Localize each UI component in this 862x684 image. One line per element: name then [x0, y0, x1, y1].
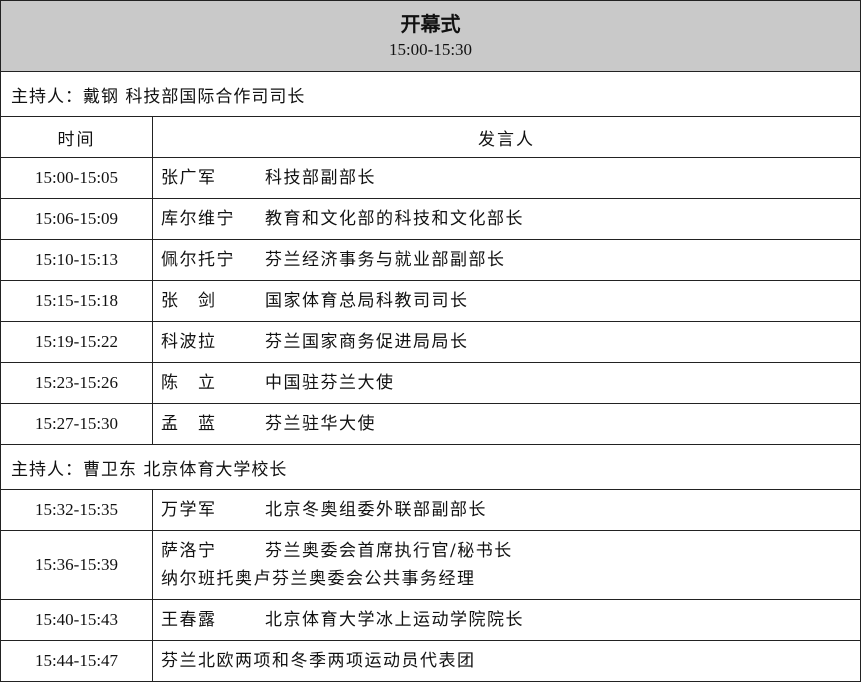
speaker-name: 孟 蓝	[161, 414, 217, 434]
speaker-title: 北京冬奥组委外联部副部长	[265, 500, 487, 520]
time: 15:19-15:22	[0, 321, 153, 363]
speaker-title: 芬兰经济事务与就业部副部长	[265, 250, 506, 270]
speaker-title: 北京体育大学冰上运动学院院长	[265, 610, 524, 630]
time: 15:32-15:35	[0, 489, 153, 531]
host-row: 主持人：戴钢 科技部国际合作司司长	[0, 71, 861, 117]
schedule-row: 15:44-15:47 芬兰北欧两项和冬季两项运动员代表团	[0, 640, 861, 682]
column-header: 发言人	[152, 116, 861, 158]
schedule-row: 15:40-15:43 王春露 北京体育大学冰上运动学院院长	[0, 599, 861, 641]
time: 15:44-15:47	[0, 640, 153, 682]
speakers: 科波拉 芬兰国家商务促进局局长	[152, 321, 861, 363]
time: 15:15-15:18	[0, 280, 153, 322]
header-row: 开幕式 15:00-15:30	[0, 0, 861, 72]
speakers: 库尔维宁 教育和文化部的科技和文化部长	[152, 198, 861, 240]
speaker: 萨洛宁 芬兰奥委会首席执行官/秘书长	[161, 537, 860, 565]
time: 15:10-15:13	[0, 239, 153, 281]
speaker: 万学军 北京冬奥组委外联部副部长	[161, 496, 860, 524]
schedule-row: 15:19-15:22 科波拉 芬兰国家商务促进局局长	[0, 321, 861, 363]
host: 主持人：戴钢 科技部国际合作司司长	[0, 71, 861, 117]
column-header: 时间	[0, 116, 153, 158]
speaker-title: 中国驻芬兰大使	[265, 373, 395, 393]
speakers: 陈 立 中国驻芬兰大使	[152, 362, 861, 404]
schedule-row: 15:06-15:09 库尔维宁 教育和文化部的科技和文化部长	[0, 198, 861, 240]
speaker-name: 张 剑	[161, 291, 217, 311]
schedule-row: 15:15-15:18 张 剑 国家体育总局科教司司长	[0, 280, 861, 322]
speaker-title: 芬兰国家商务促进局局长	[265, 332, 469, 352]
subtitle-time: 15:00-15:30	[388, 40, 473, 59]
schedule-row: 15:00-15:05 张广军 科技部副部长	[0, 157, 861, 199]
schedule-row: 15:27-15:30 孟 蓝 芬兰驻华大使	[0, 403, 861, 445]
speakers: 王春露 北京体育大学冰上运动学院院长	[152, 599, 861, 641]
speakers: 芬兰北欧两项和冬季两项运动员代表团	[152, 640, 861, 682]
schedule-row: 15:36-15:39 萨洛宁 芬兰奥委会首席执行官/秘书长纳尔班托奥卢芬兰奥委会公…	[0, 530, 861, 600]
speakers: 张 剑 国家体育总局科教司司长	[152, 280, 861, 322]
speakers: 孟 蓝 芬兰驻华大使	[152, 403, 861, 445]
speaker-title: 芬兰奥委会公共事务经理	[272, 569, 476, 589]
speakers: 万学军 北京冬奥组委外联部副部长	[152, 489, 861, 531]
speaker: 孟 蓝 芬兰驻华大使	[161, 410, 860, 438]
speaker-name: 王春露	[161, 610, 217, 630]
speaker: 王春露 北京体育大学冰上运动学院院长	[161, 606, 860, 634]
time: 15:00-15:05	[0, 157, 153, 199]
speaker: 佩尔托宁 芬兰经济事务与就业部副部长	[161, 246, 860, 274]
speaker: 芬兰北欧两项和冬季两项运动员代表团	[161, 647, 860, 675]
schedule-row: 15:32-15:35 万学军 北京冬奥组委外联部副部长	[0, 489, 861, 531]
time: 15:27-15:30	[0, 403, 153, 445]
header-cell: 开幕式 15:00-15:30	[0, 0, 861, 72]
time: 15:40-15:43	[0, 599, 153, 641]
speaker-name: 陈 立	[161, 373, 217, 393]
speaker-title: 芬兰奥委会首席执行官/秘书长	[265, 541, 513, 561]
speaker-title: 科技部副部长	[265, 168, 376, 188]
speaker-name: 库尔维宁	[161, 209, 235, 229]
host-row: 主持人：曹卫东 北京体育大学校长	[0, 444, 861, 490]
schedule-row: 15:23-15:26 陈 立 中国驻芬兰大使	[0, 362, 861, 404]
speaker: 纳尔班托奥卢芬兰奥委会公共事务经理	[161, 565, 860, 593]
speaker-name: 佩尔托宁	[161, 250, 235, 270]
speaker-title: 国家体育总局科教司司长	[265, 291, 469, 311]
speaker: 张广军 科技部副部长	[161, 164, 860, 192]
speaker-name: 科波拉	[161, 332, 217, 352]
speaker: 科波拉 芬兰国家商务促进局局长	[161, 328, 860, 356]
speaker-title: 教育和文化部的科技和文化部长	[265, 209, 524, 229]
speakers: 萨洛宁 芬兰奥委会首席执行官/秘书长纳尔班托奥卢芬兰奥委会公共事务经理	[152, 530, 861, 600]
speaker-name: 万学军	[161, 500, 217, 520]
schedule-row: 15:10-15:13 佩尔托宁 芬兰经济事务与就业部副部长	[0, 239, 861, 281]
speaker: 张 剑 国家体育总局科教司司长	[161, 287, 860, 315]
speakers: 张广军 科技部副部长	[152, 157, 861, 199]
speaker: 库尔维宁 教育和文化部的科技和文化部长	[161, 205, 860, 233]
title: 开幕式	[400, 12, 461, 36]
speaker-title: 芬兰驻华大使	[265, 414, 376, 434]
time: 15:06-15:09	[0, 198, 153, 240]
time: 15:36-15:39	[0, 530, 153, 600]
speaker-name: 张广军	[161, 168, 217, 188]
speaker: 陈 立 中国驻芬兰大使	[161, 369, 860, 397]
host: 主持人：曹卫东 北京体育大学校长	[0, 444, 861, 490]
column-header-row: 时间 发言人	[0, 116, 861, 158]
speaker-name: 纳尔班托奥卢	[161, 569, 272, 589]
time: 15:23-15:26	[0, 362, 153, 404]
speakers: 佩尔托宁 芬兰经济事务与就业部副部长	[152, 239, 861, 281]
speaker-name: 萨洛宁	[161, 541, 217, 561]
speaker-title: 芬兰北欧两项和冬季两项运动员代表团	[161, 651, 476, 671]
